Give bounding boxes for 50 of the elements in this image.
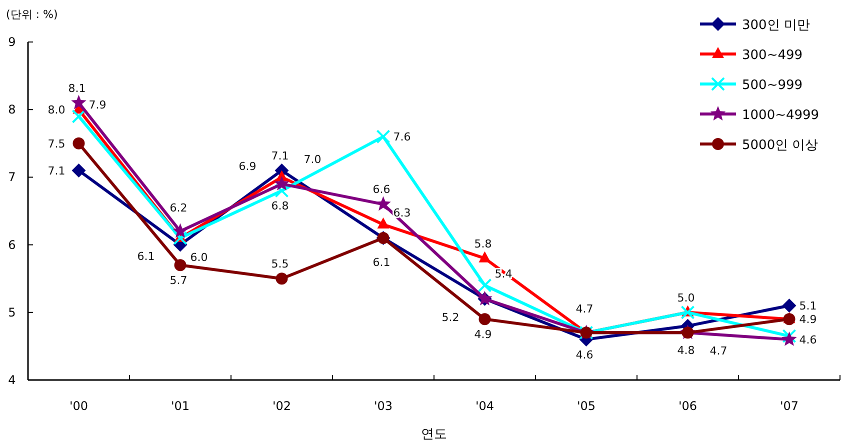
data-label: 7.5: [48, 137, 66, 150]
x-tick-label: '05: [576, 399, 596, 413]
data-label: 5.2: [442, 310, 460, 324]
legend-label: 500~999: [742, 78, 803, 93]
text: (단위 : %): [6, 8, 58, 21]
data-label: 7.0: [304, 153, 322, 166]
data-label: 4.7: [576, 302, 594, 316]
data-label: 4.9: [799, 313, 817, 326]
data-label: 7.1: [271, 149, 289, 162]
data-label: 4.6: [799, 333, 817, 346]
y-tick-label: 5: [8, 305, 16, 320]
y-tick-label: 8: [8, 102, 16, 117]
data-label: 5.8: [474, 237, 492, 250]
data-label: 4.9: [474, 328, 492, 342]
x-tick-label: '06: [678, 399, 698, 413]
data-label: 7.9: [88, 98, 106, 112]
data-label: 6.2: [170, 201, 188, 214]
y-tick-label: 6: [8, 238, 16, 252]
x-tick-label: '00: [69, 399, 88, 413]
x-tick-label: '03: [374, 399, 393, 413]
data-label: 7.6: [393, 130, 411, 144]
y-tick-label: 9: [8, 35, 16, 49]
data-label: 6.9: [238, 160, 256, 173]
y-tick-label: 4: [8, 373, 16, 387]
data-label: 6.6: [372, 183, 390, 196]
data-label: 4.6: [576, 348, 594, 362]
data-label: 6.0: [190, 250, 208, 264]
data-label: 4.7: [710, 344, 728, 358]
x-tick-label: '02: [272, 399, 292, 413]
data-label: 6.1: [137, 250, 155, 264]
x-tick-label: '07: [780, 399, 799, 413]
data-label: 8.0: [48, 104, 66, 117]
data-label: 6.3: [393, 206, 411, 220]
data-label: 5.1: [799, 300, 817, 313]
legend-label: 300인 미만: [742, 18, 810, 33]
data-label: 5.7: [170, 274, 188, 288]
legend-label: 5000인 이상: [742, 138, 818, 153]
x-tick-label: '01: [170, 399, 190, 413]
data-label: 8.1: [68, 82, 86, 95]
data-label: 6.8: [271, 200, 289, 213]
x-tick-label: '04: [475, 399, 494, 413]
data-label: 5.0: [677, 291, 695, 304]
x-axis-title: 연도: [421, 427, 447, 442]
legend-label: 1000~4999: [742, 108, 820, 123]
y-tick-label: 7: [8, 170, 16, 184]
data-label: 5.5: [271, 258, 289, 271]
data-label: 6.1: [372, 256, 390, 270]
legend-label: 300~499: [742, 48, 803, 63]
data-label: 7.1: [48, 164, 66, 178]
data-label: 4.8: [677, 344, 695, 357]
